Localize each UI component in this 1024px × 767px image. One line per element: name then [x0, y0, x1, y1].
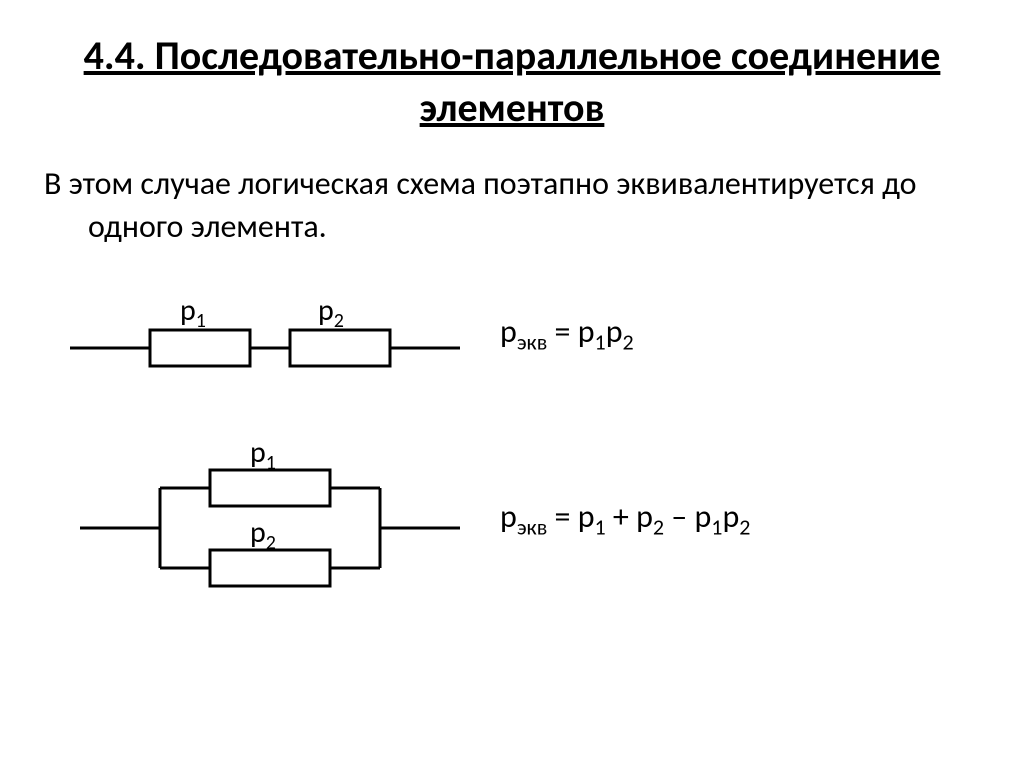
formula-sub: 1 [595, 513, 606, 540]
formula-sub: экв [517, 513, 548, 540]
label-text: p [180, 292, 196, 329]
slide-page: 4.4. Последовательно-параллельное соедин… [0, 0, 1024, 678]
formula-sub: 2 [653, 513, 664, 540]
formula-sub: экв [517, 328, 548, 355]
parallel-p2-label: p2 [250, 514, 276, 555]
parallel-row: p1 p2 pэкв = p1 + p2 – p1p2 [40, 428, 984, 608]
series-p2-label: p2 [318, 292, 344, 333]
label-text: p [250, 514, 266, 551]
formula-sub: 1 [711, 513, 722, 540]
parallel-p1-label: p1 [250, 434, 276, 475]
label-sub: 2 [334, 309, 344, 333]
formula-text: – p [664, 497, 711, 536]
formula-text: + p [606, 497, 653, 536]
parallel-diagram: p1 p2 [40, 428, 500, 608]
label-text: p [250, 434, 266, 471]
body-paragraph: В этом случае логическая схема поэтапно … [84, 162, 984, 248]
series-row: p1 p2 pэкв = p1p2 [40, 288, 984, 378]
series-p1-label: p1 [180, 292, 206, 333]
parallel-formula: pэкв = p1 + p2 – p1p2 [500, 497, 984, 540]
formula-text: = p [547, 312, 594, 351]
formula-text: = p [547, 497, 594, 536]
label-sub: 1 [196, 309, 206, 333]
formula-text: p [500, 312, 517, 351]
section-heading: 4.4. Последовательно-параллельное соедин… [40, 30, 984, 134]
label-sub: 2 [266, 531, 276, 555]
formula-sub: 2 [739, 513, 750, 540]
formula-text: p [500, 497, 517, 536]
formula-sub: 2 [623, 328, 634, 355]
formula-text: p [606, 312, 623, 351]
formula-sub: 1 [595, 328, 606, 355]
series-formula: pэкв = p1p2 [500, 312, 984, 355]
label-sub: 1 [266, 451, 276, 475]
series-diagram: p1 p2 [40, 288, 500, 378]
formula-text: p [722, 497, 739, 536]
series-circuit-svg [40, 288, 500, 378]
label-text: p [318, 292, 334, 329]
